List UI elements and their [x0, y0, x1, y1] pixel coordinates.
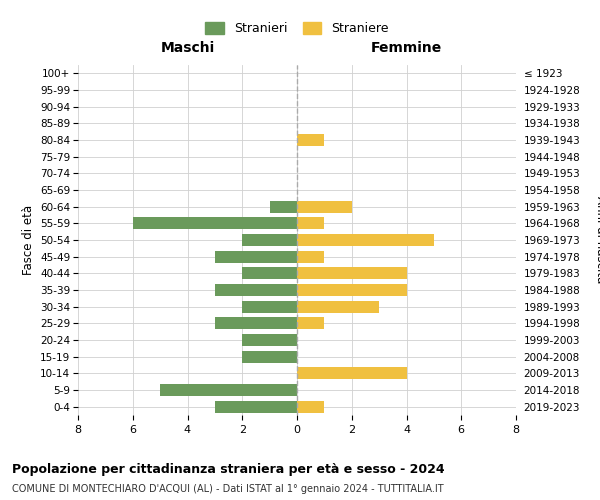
Bar	[297, 318, 325, 330]
Bar	[269, 200, 297, 212]
Bar	[297, 300, 379, 312]
Bar	[160, 384, 297, 396]
Bar	[215, 318, 297, 330]
Text: Maschi: Maschi	[160, 40, 215, 54]
Bar	[297, 234, 434, 246]
Bar	[242, 234, 297, 246]
Bar	[215, 284, 297, 296]
Bar	[242, 350, 297, 362]
Text: Femmine: Femmine	[371, 40, 442, 54]
Bar	[297, 218, 325, 230]
Bar	[242, 268, 297, 280]
Bar	[297, 368, 407, 380]
Y-axis label: Fasce di età: Fasce di età	[22, 205, 35, 275]
Bar	[215, 250, 297, 262]
Bar	[297, 268, 407, 280]
Bar	[297, 134, 325, 146]
Bar	[133, 218, 297, 230]
Text: Popolazione per cittadinanza straniera per età e sesso - 2024: Popolazione per cittadinanza straniera p…	[12, 462, 445, 475]
Text: COMUNE DI MONTECHIARO D'ACQUI (AL) - Dati ISTAT al 1° gennaio 2024 - TUTTITALIA.: COMUNE DI MONTECHIARO D'ACQUI (AL) - Dat…	[12, 484, 443, 494]
Bar	[297, 200, 352, 212]
Bar	[215, 400, 297, 412]
Bar	[297, 400, 325, 412]
Bar	[297, 284, 407, 296]
Legend: Stranieri, Straniere: Stranieri, Straniere	[205, 22, 389, 36]
Bar	[242, 334, 297, 346]
Bar	[297, 250, 325, 262]
Bar	[242, 300, 297, 312]
Y-axis label: Anni di nascita: Anni di nascita	[594, 196, 600, 284]
